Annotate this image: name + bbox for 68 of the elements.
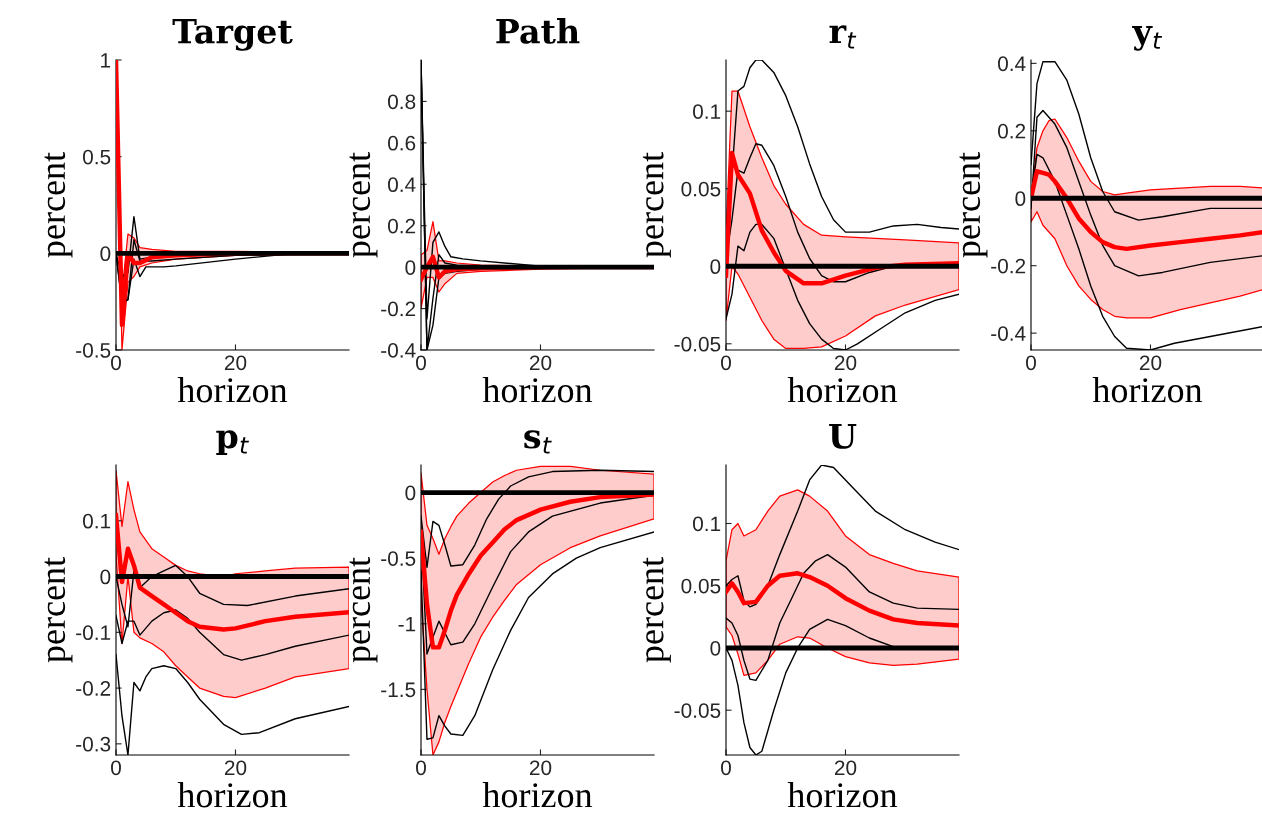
x-axis-title: horizon — [177, 782, 288, 808]
y-tick-label: -0.4 — [381, 343, 416, 358]
y-tick-label: 0 — [710, 259, 721, 275]
chart-title: y$_{t}$ — [1132, 26, 1163, 51]
y-tick-label: -0.05 — [674, 703, 721, 718]
y-tick-label: -0.05 — [674, 336, 721, 352]
y-tick-label: 0.8 — [387, 94, 416, 110]
x-tick-label: 20 — [834, 760, 857, 776]
y-tick-label: 0.1 — [692, 516, 721, 532]
y-tick-label: 0 — [1015, 191, 1026, 207]
y-tick-label: -0.2 — [381, 301, 416, 317]
x-axis-title: horizon — [787, 782, 898, 808]
x-axis-title: horizon — [1092, 377, 1203, 403]
chart-title: Path — [496, 18, 580, 44]
y-tick-label: 0 — [100, 246, 111, 262]
x-axis-title: horizon — [482, 782, 593, 808]
y-tick-label: -1 — [398, 616, 416, 632]
x-tick-label: 0 — [416, 760, 426, 776]
y-tick-label: -0.2 — [991, 258, 1026, 274]
chart-title: Target — [172, 19, 293, 51]
x-tick-label: 0 — [111, 760, 121, 776]
y-axis-title: percent — [642, 152, 671, 258]
y-tick-label: 0 — [710, 640, 721, 656]
x-axis-title: horizon — [177, 377, 288, 403]
x-axis-title: horizon — [787, 377, 898, 403]
x-tick-label: 0 — [111, 355, 121, 371]
y-tick-label: 0.1 — [82, 513, 111, 529]
y-tick-label: -0.5 — [381, 551, 416, 566]
x-tick-label: 0 — [721, 355, 731, 371]
x-tick-label: 20 — [529, 355, 552, 371]
y-tick-label: -0.3 — [76, 736, 111, 752]
y-tick-label: 0 — [405, 260, 416, 275]
y-tick-label: 0 — [405, 485, 416, 501]
y-tick-label: 0.4 — [997, 56, 1026, 72]
x-tick-label: 20 — [224, 760, 247, 776]
y-tick-label: 1 — [101, 53, 111, 68]
y-tick-label: -0.2 — [76, 681, 111, 696]
y-tick-label: 0.05 — [681, 578, 721, 594]
y-tick-label: 0 — [100, 569, 111, 585]
y-tick-label: 0.6 — [387, 135, 416, 151]
chart-title: r$_{t}$ — [829, 25, 857, 49]
y-tick-label: -0.5 — [76, 343, 111, 358]
x-tick-label: 20 — [834, 355, 857, 371]
y-tick-label: -1.5 — [381, 682, 416, 698]
x-tick-label: 20 — [1139, 355, 1162, 371]
chart-title: p$_{t}$ — [216, 430, 249, 456]
y-axis-title: percent — [642, 557, 671, 663]
y-tick-label: 0.2 — [387, 218, 416, 234]
x-tick-label: 20 — [224, 355, 247, 371]
chart-title: s$_{t}$ — [524, 430, 552, 454]
y-axis-title: percent — [349, 152, 378, 258]
x-tick-label: 20 — [529, 760, 552, 776]
y-tick-label: -0.4 — [991, 326, 1026, 341]
y-tick-label: 0.4 — [387, 177, 416, 193]
y-tick-label: -0.1 — [76, 625, 111, 641]
x-axis-title: horizon — [482, 377, 593, 403]
y-axis-title: percent — [44, 152, 73, 258]
y-axis-title: percent — [349, 557, 378, 663]
y-tick-label: 0.05 — [681, 181, 721, 197]
x-tick-label: 0 — [1026, 355, 1036, 371]
y-tick-label: 0.5 — [82, 149, 111, 165]
y-axis-title: percent — [44, 557, 73, 663]
y-axis-title: percent — [959, 152, 988, 258]
chart-title: U — [829, 424, 857, 449]
y-tick-label: 0.1 — [692, 104, 721, 119]
x-tick-label: 0 — [721, 760, 731, 776]
y-tick-label: 0.2 — [997, 123, 1026, 139]
x-tick-label: 0 — [416, 355, 426, 371]
